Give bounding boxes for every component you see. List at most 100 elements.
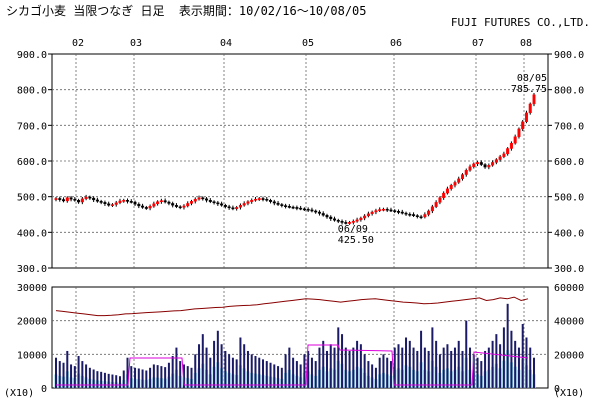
candle-down bbox=[208, 200, 212, 202]
price-tick-label-right: 900.0 bbox=[554, 50, 584, 61]
candle-up bbox=[434, 202, 438, 207]
volume-bar bbox=[307, 350, 310, 388]
candle-down bbox=[393, 210, 397, 212]
volume-bar bbox=[510, 330, 513, 388]
volume-bar bbox=[416, 350, 419, 388]
volume-bar bbox=[420, 330, 423, 388]
volume-bar bbox=[517, 347, 520, 388]
candle-down bbox=[291, 206, 295, 209]
volume-bar bbox=[58, 361, 61, 388]
volume-bar bbox=[412, 347, 415, 388]
candle-down bbox=[329, 216, 333, 219]
volume-bar bbox=[457, 340, 460, 388]
candle-up bbox=[189, 201, 193, 204]
volume-bar bbox=[198, 344, 201, 388]
volume-bar bbox=[137, 368, 140, 388]
volume-bar bbox=[389, 361, 392, 388]
price-tick-label-right: 500.0 bbox=[554, 193, 584, 204]
volume-bar bbox=[88, 367, 91, 388]
volume-bar bbox=[465, 320, 468, 388]
volume-bar bbox=[243, 344, 246, 388]
volume-bar bbox=[171, 356, 174, 388]
candle-up bbox=[80, 198, 84, 203]
open-interest-line bbox=[55, 296, 529, 317]
candle-down bbox=[310, 209, 314, 212]
volume-bar bbox=[318, 347, 321, 388]
volume-bar bbox=[85, 364, 88, 388]
candle-down bbox=[412, 214, 416, 216]
volume-bar bbox=[393, 347, 396, 388]
volume-bar bbox=[55, 357, 57, 388]
candle-down bbox=[344, 222, 348, 224]
candle-down bbox=[314, 210, 318, 213]
candle-up bbox=[65, 197, 69, 202]
volume-tick-label-right: 20000 bbox=[554, 350, 584, 361]
volume-bar bbox=[175, 347, 178, 388]
candle-down bbox=[216, 202, 220, 205]
candle-up bbox=[453, 182, 457, 186]
candle-down bbox=[317, 211, 321, 214]
volume-bar bbox=[322, 340, 325, 388]
month-label: 08 bbox=[520, 38, 532, 49]
volume-bar bbox=[194, 354, 197, 388]
chart-title: シカゴ小麦 当限つなぎ 日足 表示期間：10/02/16～10/08/05 bbox=[6, 4, 367, 18]
candle-up bbox=[476, 162, 480, 165]
volume-bar bbox=[216, 330, 219, 388]
candle-down bbox=[99, 201, 103, 203]
volume-bar bbox=[371, 364, 374, 388]
volume-bar bbox=[499, 344, 502, 388]
candle-down bbox=[137, 203, 141, 207]
volume-bar bbox=[356, 340, 359, 388]
volume-bar bbox=[405, 337, 408, 388]
candle-up bbox=[460, 174, 464, 180]
volume-bar bbox=[352, 347, 355, 388]
volume-bar bbox=[487, 347, 490, 388]
candle-up bbox=[521, 121, 525, 130]
candle-up bbox=[381, 208, 385, 211]
volume-bar bbox=[213, 340, 216, 388]
volume-bar bbox=[506, 303, 509, 388]
price-tick-label-right: 600.0 bbox=[554, 157, 584, 168]
candle-down bbox=[92, 197, 96, 201]
volume-tick-label-right: 60000 bbox=[554, 283, 584, 294]
volume-bar bbox=[254, 356, 257, 388]
month-label: 07 bbox=[472, 38, 484, 49]
candle-up bbox=[509, 142, 513, 149]
volume-bar bbox=[363, 354, 366, 388]
price-tick-label-right: 700.0 bbox=[554, 121, 584, 132]
candle-down bbox=[103, 202, 107, 205]
volume-bar bbox=[442, 347, 445, 388]
volume-bar bbox=[446, 344, 449, 388]
candle-down bbox=[302, 208, 306, 211]
candle-down bbox=[69, 197, 73, 200]
volume-bar bbox=[220, 344, 223, 388]
candle-up bbox=[502, 153, 506, 157]
volume-bar bbox=[453, 347, 456, 388]
volume-bar bbox=[533, 357, 535, 388]
volume-bar bbox=[66, 350, 69, 388]
volume-bar bbox=[130, 366, 133, 388]
volume-bar bbox=[134, 367, 137, 388]
volume-bar bbox=[141, 369, 144, 388]
high-annotation-date: 08/05 bbox=[517, 73, 547, 84]
candle-up bbox=[468, 166, 472, 171]
candle-up bbox=[348, 222, 352, 224]
volume-bar bbox=[250, 354, 253, 388]
volume-bar bbox=[100, 371, 103, 388]
price-tick-label-left: 900.0 bbox=[17, 50, 47, 61]
candle-down bbox=[95, 199, 99, 202]
candle-down bbox=[227, 206, 231, 209]
month-label: 06 bbox=[390, 38, 402, 49]
volume-bar bbox=[167, 362, 170, 388]
price-tick-label-right: 300.0 bbox=[554, 264, 584, 275]
volume-bar bbox=[156, 365, 159, 388]
volume-bar bbox=[382, 354, 385, 388]
candle-up bbox=[235, 207, 239, 209]
candle-up bbox=[238, 205, 242, 208]
candle-down bbox=[223, 205, 227, 207]
volume-bar bbox=[484, 350, 487, 388]
volume-bar bbox=[314, 361, 317, 388]
candle-down bbox=[231, 207, 235, 210]
candle-up bbox=[491, 162, 495, 166]
